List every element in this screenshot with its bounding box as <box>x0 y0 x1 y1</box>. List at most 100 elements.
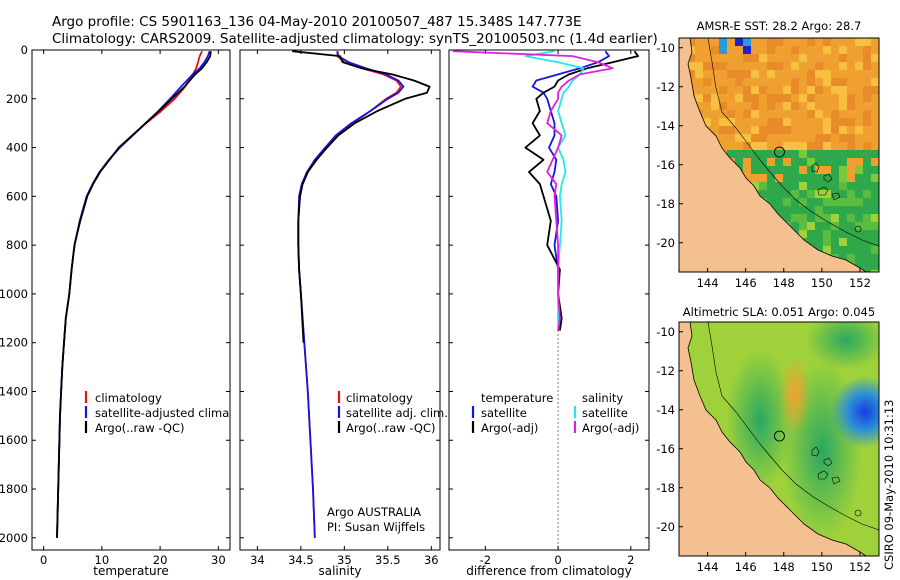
sst-cell <box>783 78 791 86</box>
sst-cell <box>823 54 831 62</box>
sst-cell <box>807 142 815 150</box>
sst-cell <box>759 86 767 94</box>
sst-cell <box>719 118 727 126</box>
sst-isobath <box>707 38 879 247</box>
sst-cell <box>719 46 727 54</box>
legend-title-temperature: temperature <box>481 391 553 405</box>
sst-cell <box>815 142 823 150</box>
sst-cell <box>719 142 727 150</box>
sst-cell <box>863 150 871 158</box>
sst-cell <box>735 78 743 86</box>
sst-cell <box>759 62 767 70</box>
sst-cell <box>839 166 847 174</box>
sla-map-frame <box>678 321 880 557</box>
sst-cell <box>727 62 735 70</box>
sst-cell <box>839 158 847 166</box>
sst-cell <box>751 118 759 126</box>
sst-cell <box>823 174 831 182</box>
sst-cell <box>775 86 783 94</box>
sst-cell <box>863 142 871 150</box>
sst-cell <box>695 78 703 86</box>
map-y-tick-label: -14 <box>656 403 675 417</box>
sla-map-title: Altimetric SLA: 0.051 Argo: 0.045 <box>683 305 875 319</box>
header-line-1: Argo profile: CS 5901163_136 04-May-2010… <box>52 14 582 30</box>
sst-cell <box>735 62 743 70</box>
sst-cell <box>815 214 823 222</box>
sst-cell <box>871 246 879 254</box>
sst-cell <box>839 254 847 262</box>
sst-cell <box>831 126 839 134</box>
sst-cell <box>719 126 727 134</box>
sst-cell <box>791 222 799 230</box>
sst-cell <box>807 38 815 46</box>
sst-cell <box>847 110 855 118</box>
map-x-tick-label: 148 <box>773 276 795 290</box>
sst-cell <box>735 110 743 118</box>
sst-cell <box>871 110 879 118</box>
sst-cell <box>831 142 839 150</box>
sst-cell <box>839 246 847 254</box>
sst-cell <box>759 54 767 62</box>
sst-cell <box>767 118 775 126</box>
sst-cell <box>799 62 807 70</box>
sst-cell <box>871 126 879 134</box>
sst-cell <box>823 206 831 214</box>
argo-program-label: Argo AUSTRALIA <box>327 505 421 519</box>
sst-cell <box>799 150 807 158</box>
sst-cell <box>871 78 879 86</box>
sst-cell <box>839 174 847 182</box>
sst-cell <box>871 118 879 126</box>
sst-cell <box>727 134 735 142</box>
sst-cell <box>783 150 791 158</box>
sst-cell <box>823 126 831 134</box>
sst-cell <box>831 182 839 190</box>
y-tick-label: 1200 <box>0 336 28 350</box>
sst-cell <box>799 102 807 110</box>
sst-cell <box>815 126 823 134</box>
sst-cell <box>743 134 751 142</box>
sst-map-title: AMSR-E SST: 28.2 Argo: 28.7 <box>697 19 862 33</box>
temperature-panel-frame <box>31 49 231 551</box>
sst-cell <box>759 70 767 78</box>
sst-cell <box>847 126 855 134</box>
sst-cell <box>775 158 783 166</box>
difference-panel-frame <box>448 49 650 551</box>
sst-cell <box>871 222 879 230</box>
sst-cell <box>815 78 823 86</box>
map-x-tick-label: 144 <box>697 276 719 290</box>
sst-cell <box>751 54 759 62</box>
sst-cell <box>743 158 751 166</box>
sst-cell <box>791 110 799 118</box>
sst-cell <box>799 142 807 150</box>
sst-cell <box>831 78 839 86</box>
sst-cell <box>759 174 767 182</box>
sst-cell <box>775 150 783 158</box>
sst-cell <box>703 118 711 126</box>
sst-cell <box>815 62 823 70</box>
sst-cell <box>791 86 799 94</box>
sst-cell <box>799 46 807 54</box>
sst-cell <box>831 62 839 70</box>
sst-cell <box>711 110 719 118</box>
sst-cell <box>687 70 695 78</box>
sst-cell <box>743 150 751 158</box>
sst-cell <box>807 190 815 198</box>
sst-cell <box>823 214 831 222</box>
sst-cell <box>767 86 775 94</box>
sst-cell <box>743 174 751 182</box>
sst-cell <box>743 86 751 94</box>
sst-cell <box>759 94 767 102</box>
sst-cell <box>871 94 879 102</box>
sst-cell <box>871 102 879 110</box>
sst-cell <box>863 246 871 254</box>
salinity-axes: 34 34.5 35 35.5 36 <box>240 49 440 567</box>
sst-cell <box>823 46 831 54</box>
sst-cell <box>847 94 855 102</box>
sst-cell <box>815 54 823 62</box>
sst-cell <box>863 254 871 262</box>
sst-cell <box>791 102 799 110</box>
sst-cell <box>775 62 783 70</box>
sst-cell <box>815 198 823 206</box>
y-tick-label: 200 <box>6 92 28 106</box>
sst-cell <box>871 182 879 190</box>
